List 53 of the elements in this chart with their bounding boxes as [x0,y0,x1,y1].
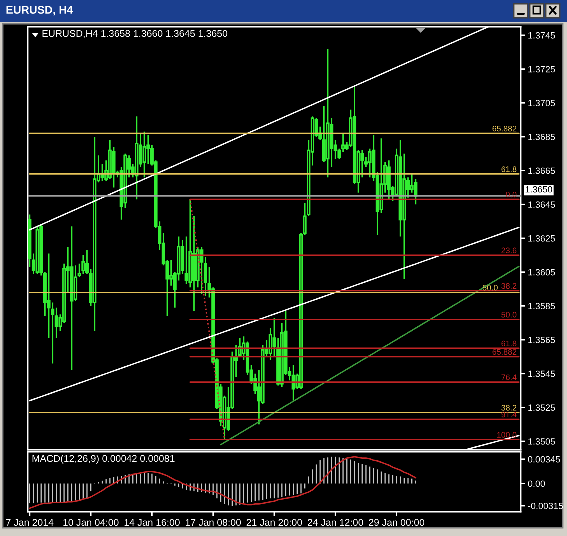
candlestick [387,160,391,200]
series-label: 23.6 [502,248,517,254]
chart-subtitle: EURUSD,H4 1.3658 1.3660 1.3645 1.3650 [42,30,228,38]
y-tick-label: 1.3525 [528,404,556,412]
series-label: 50.0 [502,312,517,318]
y-tick-label: 1.3685 [528,134,556,140]
y-tick-label: 1.3665 [528,168,556,174]
series-label: 65.882 [492,126,517,132]
series-label: 61.8 [502,166,517,172]
y-tick-label: 1.3505 [528,438,556,445]
chart-subtitle: MACD(12,26,9) 0.00042 0.00081 [32,455,175,464]
line-series [220,266,520,446]
x-tick-label: 14 Jan 16:00 [124,519,180,526]
series-label: 38.2 [502,405,517,411]
candlestick [70,226,74,372]
series-label: 50.0 [482,285,498,291]
x-tick-label: 21 Jan 20:00 [246,519,302,526]
y-tick-label: 1.3585 [528,303,556,310]
y-tick-label: 0.00345 [528,456,560,463]
series-label: 100.0 [497,432,517,438]
series-label: 38.2 [502,283,517,290]
candlestick [200,246,204,296]
series-label: 65.882 [492,349,517,356]
y-tick-label: 0.00 [528,480,546,488]
candlestick [326,48,330,178]
y-tick-label: 1.3545 [528,370,556,378]
candlestick [82,254,86,275]
candlestick [414,178,418,206]
x-tick-label: 10 Jan 04:00 [64,519,119,526]
candlestick [142,131,146,178]
candlestick [93,136,97,332]
y-tick-label: 1.3745 [528,32,556,39]
y-tick-label: 1.3725 [528,66,556,73]
x-tick-label: 24 Jan 12:00 [308,519,364,526]
line-series [29,456,417,510]
x-tick-label: 7 Jan 2014 [6,519,54,526]
candlestick [292,364,296,402]
series-label: 61.8 [502,340,517,347]
y-tick-label: 1.3625 [528,235,556,242]
ref-line-label: 1.3650 [526,186,552,193]
y-tick-label: 1.3565 [528,336,556,344]
candlestick [36,226,40,275]
y-tick-label: 1.3605 [528,269,556,276]
line-series [190,198,226,441]
series-label: 76.4 [502,374,517,380]
y-tick-label: -0.00315 [528,502,564,510]
chart-title: EURUSD, H4 [6,6,74,16]
candlestick [135,116,139,200]
x-tick-label: 29 Jan 00:00 [369,519,425,526]
series-label: 91.4 [502,412,517,418]
x-tick-label: 17 Jan 08:00 [186,519,242,526]
y-tick-label: 1.3645 [528,202,556,208]
y-tick-label: 1.3705 [528,100,556,106]
